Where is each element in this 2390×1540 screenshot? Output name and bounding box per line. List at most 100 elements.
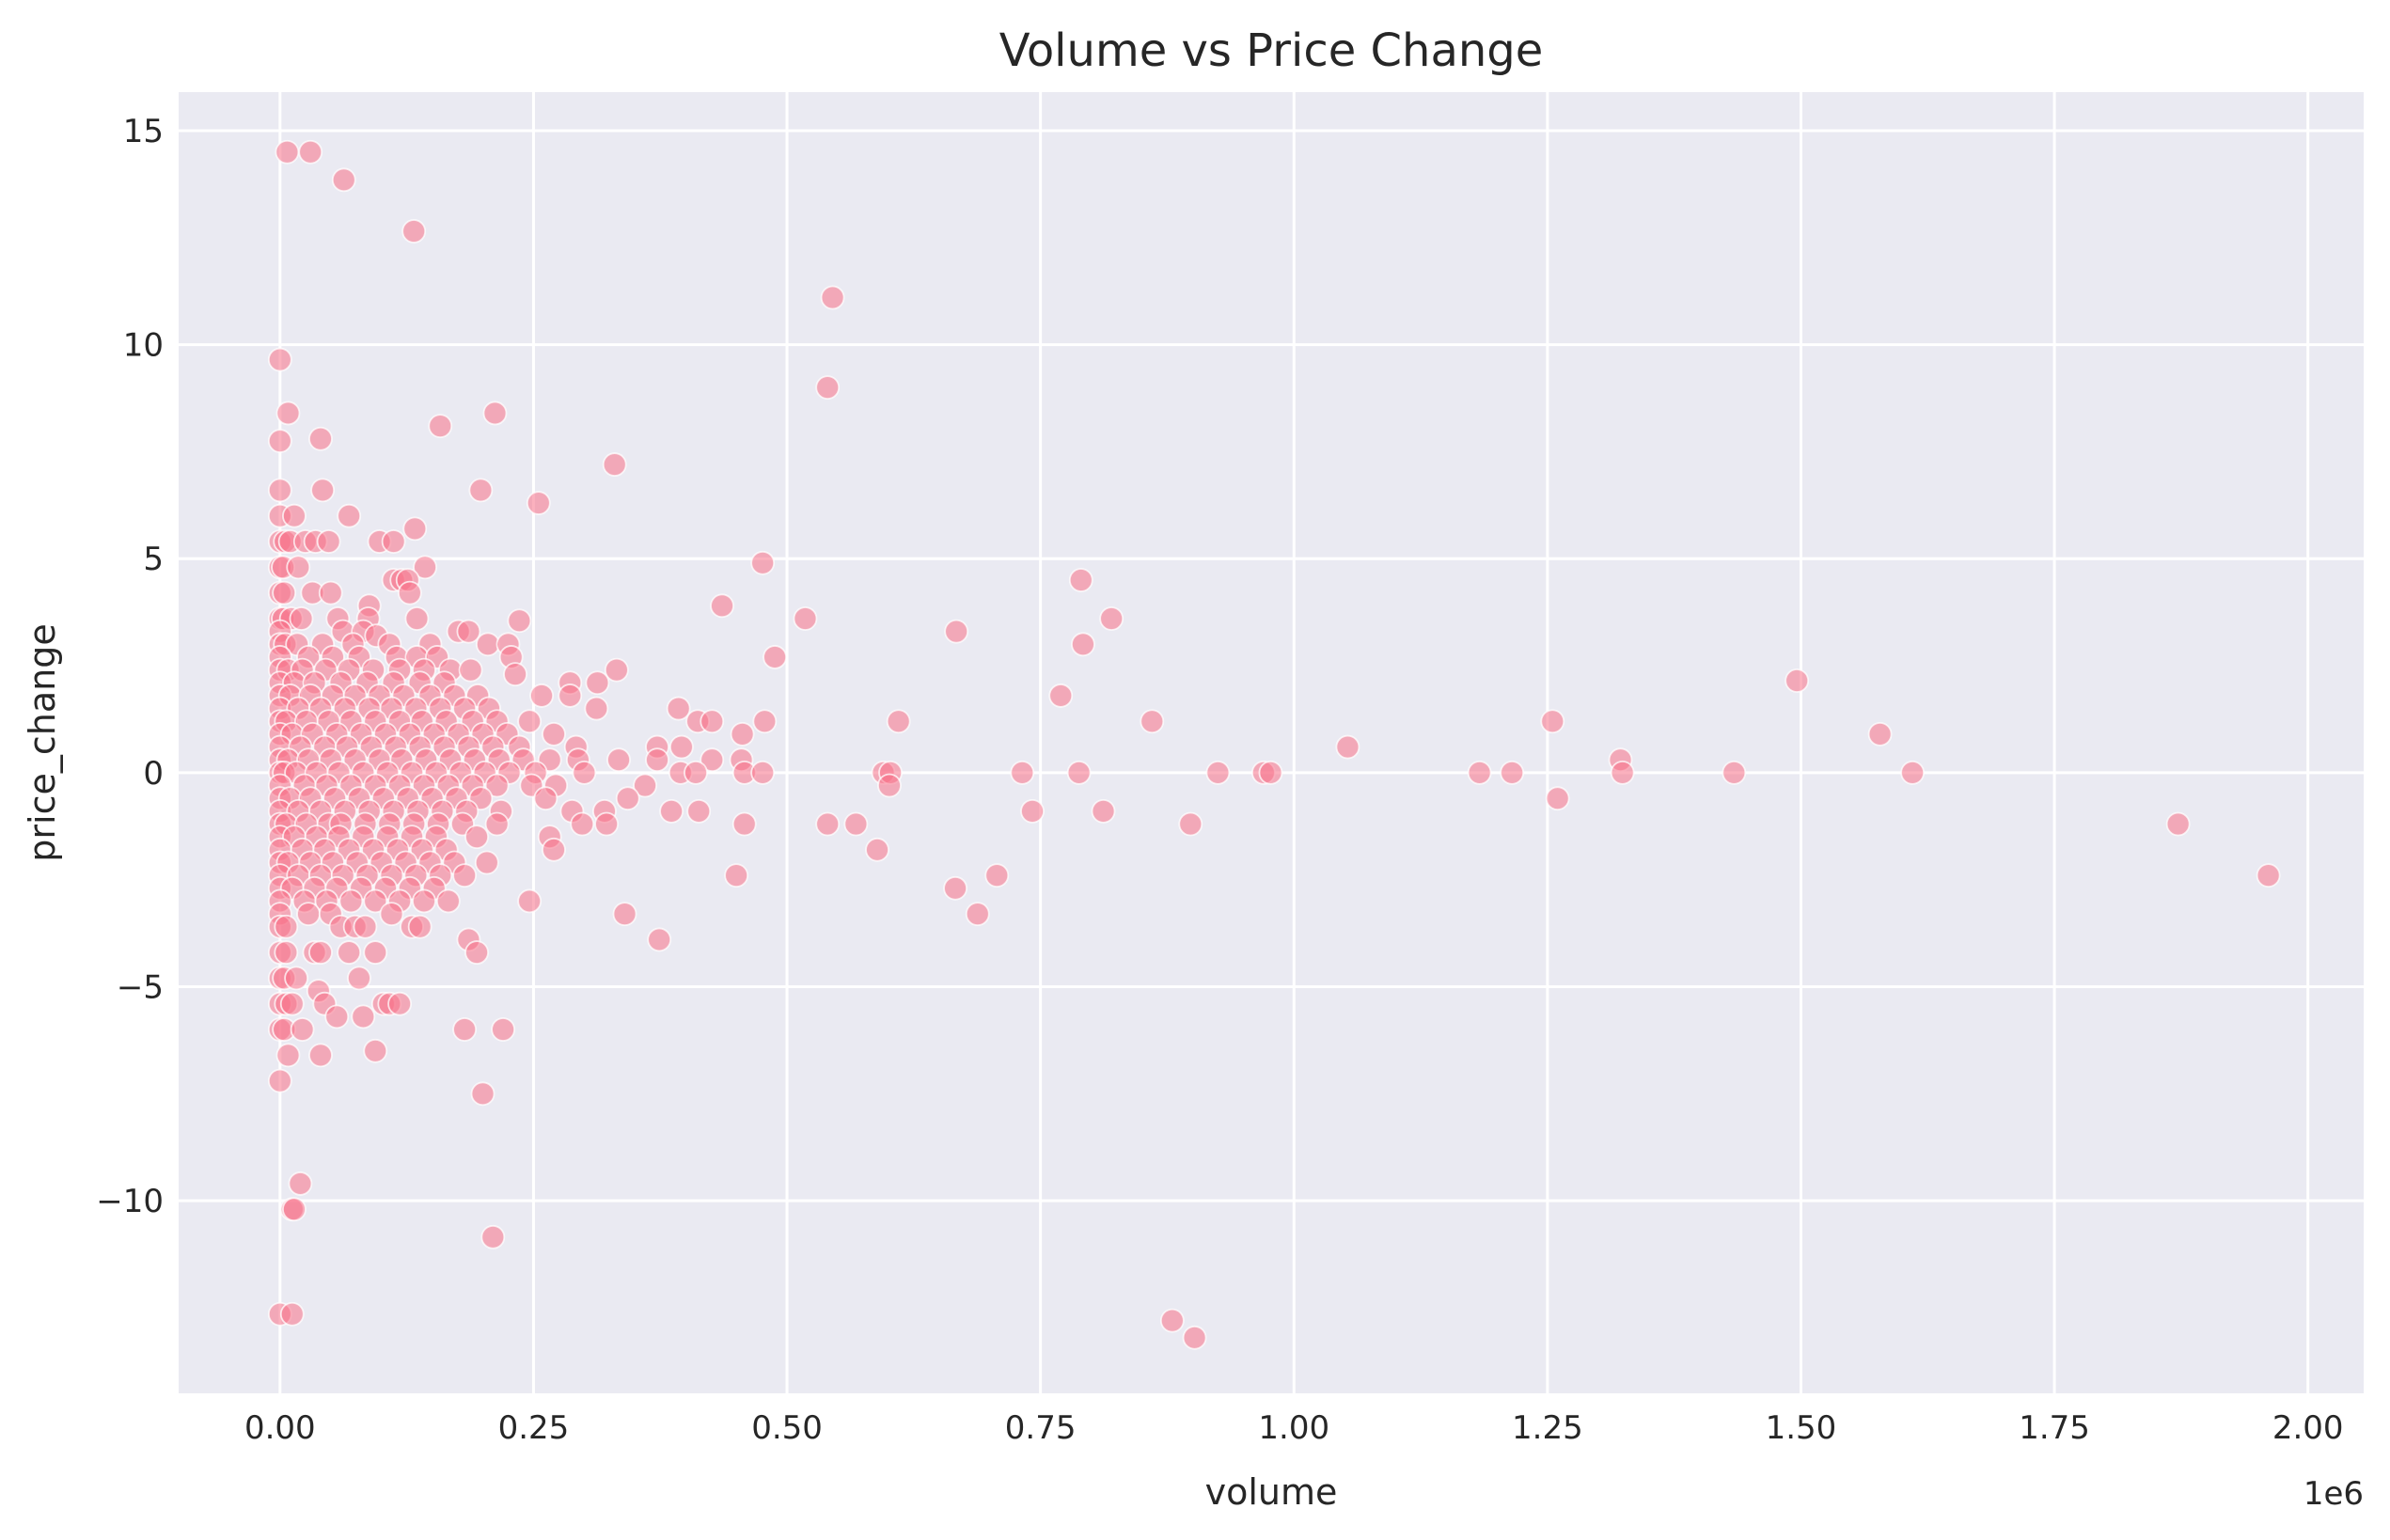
data-point: [877, 773, 902, 798]
data-point: [337, 503, 362, 528]
data-point: [274, 914, 299, 939]
data-point: [267, 1068, 292, 1093]
data-point: [1900, 760, 1926, 785]
data-point: [1068, 568, 1093, 592]
data-point: [351, 1004, 376, 1029]
y-tick-label: 15: [123, 113, 164, 150]
data-point: [820, 285, 845, 310]
data-point: [943, 875, 967, 901]
data-point: [1159, 1308, 1185, 1333]
data-point: [724, 863, 749, 888]
data-point: [529, 684, 554, 708]
data-point: [474, 850, 499, 875]
data-point: [1258, 760, 1283, 785]
data-point: [310, 478, 336, 503]
data-point: [275, 401, 301, 426]
data-point: [401, 219, 427, 244]
data-point: [288, 1171, 313, 1196]
data-point: [331, 167, 356, 193]
data-point: [308, 940, 333, 965]
data-point: [464, 825, 489, 850]
data-point: [1500, 760, 1525, 785]
data-point: [412, 888, 436, 914]
data-point: [886, 709, 911, 734]
data-point: [282, 1197, 307, 1222]
data-point: [815, 811, 841, 837]
y-tick-label: −10: [96, 1183, 164, 1220]
data-point: [503, 662, 527, 687]
data-point: [615, 786, 640, 811]
data-point: [347, 966, 371, 991]
data-point: [2256, 863, 2281, 888]
data-point: [1467, 760, 1492, 785]
data-point: [750, 550, 776, 575]
x-tick-label: 0.50: [751, 1409, 823, 1447]
data-point: [267, 478, 292, 503]
data-point: [542, 837, 566, 862]
data-point: [452, 1017, 478, 1042]
data-point: [289, 606, 314, 631]
data-point: [464, 940, 489, 965]
data-point: [1066, 760, 1092, 785]
data-point: [267, 429, 292, 453]
data-point: [279, 991, 305, 1016]
data-point: [647, 927, 672, 952]
data-point: [700, 709, 725, 734]
data-point: [338, 888, 364, 914]
data-points: [267, 139, 2281, 1350]
data-point: [572, 760, 597, 785]
y-tick-label: 5: [143, 541, 164, 578]
data-point: [2165, 811, 2191, 837]
data-point: [337, 940, 362, 965]
data-point: [526, 491, 551, 515]
data-point: [645, 747, 669, 773]
data-point: [275, 139, 300, 165]
data-point: [290, 1017, 315, 1042]
data-point: [1867, 721, 1893, 746]
data-point: [282, 503, 307, 528]
data-point: [397, 580, 422, 605]
plot-area: [179, 92, 2364, 1393]
data-point: [484, 811, 510, 837]
data-point: [570, 811, 595, 837]
data-point: [684, 760, 708, 785]
data-point: [1785, 668, 1810, 693]
data-point: [604, 657, 629, 683]
data-point: [296, 902, 321, 927]
data-point: [286, 555, 311, 580]
data-point: [558, 684, 583, 708]
data-point: [815, 375, 841, 401]
data-point: [435, 888, 461, 914]
x-axis-offset-label: 1e6: [2304, 1475, 2364, 1513]
data-point: [476, 632, 500, 657]
data-point: [542, 721, 566, 746]
data-point: [865, 837, 889, 862]
data-point: [279, 1301, 305, 1327]
data-point: [750, 760, 776, 785]
data-point: [272, 580, 297, 605]
data-point: [700, 747, 725, 773]
data-point: [456, 619, 481, 644]
data-point: [379, 902, 404, 927]
data-point: [387, 991, 412, 1016]
y-tick-label: 0: [143, 755, 164, 793]
data-point: [668, 734, 694, 760]
data-point: [468, 478, 494, 503]
data-point: [353, 914, 378, 939]
data-point: [470, 1081, 495, 1107]
data-point: [666, 696, 691, 721]
data-point: [1722, 760, 1747, 785]
data-point: [602, 452, 627, 477]
data-point: [480, 1224, 506, 1249]
data-point: [275, 1043, 301, 1068]
data-point: [381, 529, 406, 554]
data-point: [594, 811, 619, 837]
data-point: [491, 1017, 515, 1042]
data-point: [413, 555, 437, 580]
data-point: [1205, 760, 1231, 785]
data-point: [1545, 786, 1570, 811]
data-point: [428, 414, 453, 439]
x-tick-label: 1.00: [1258, 1409, 1329, 1447]
data-point: [407, 914, 432, 939]
